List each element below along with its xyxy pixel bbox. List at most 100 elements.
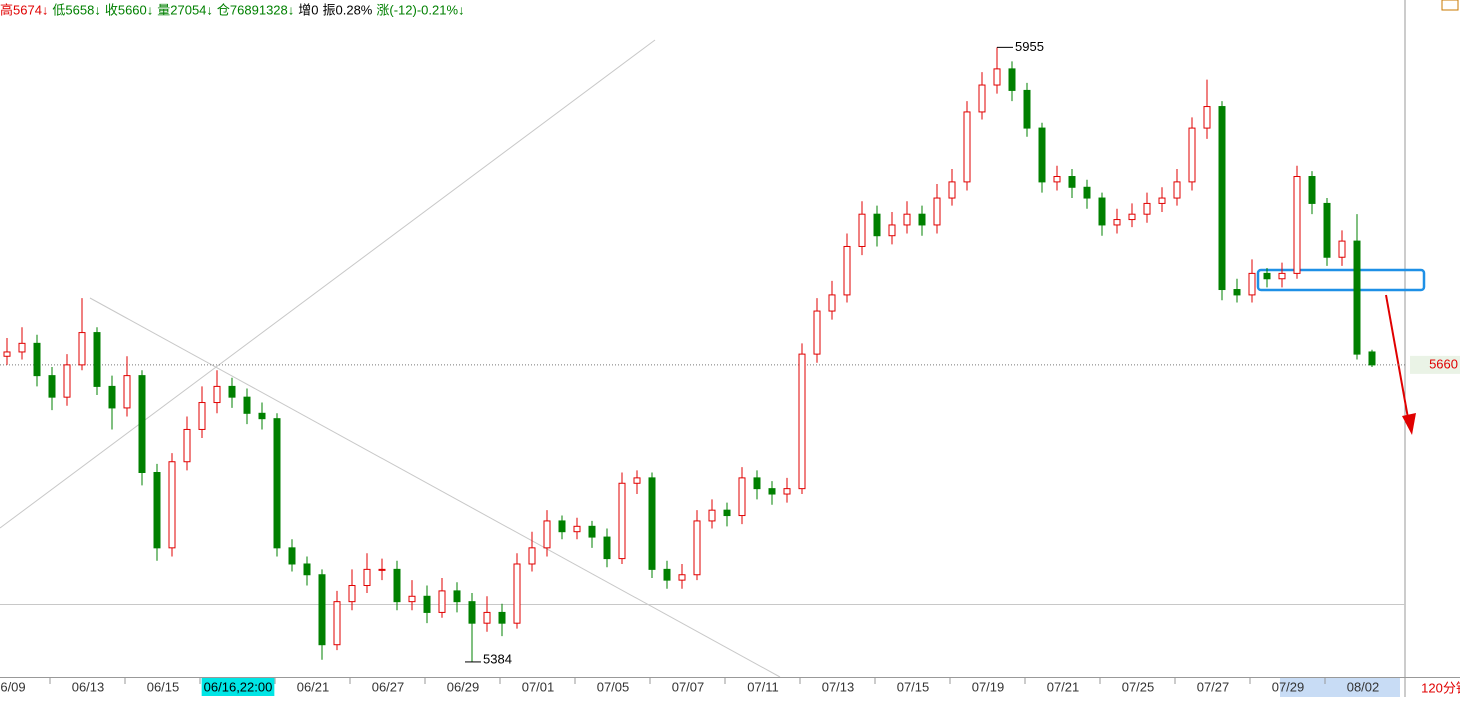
candle-body (873, 213, 881, 237)
candle-body (1143, 202, 1151, 215)
candle-body (618, 482, 626, 560)
x-tick-label: 07/11 (747, 679, 779, 694)
x-tick-label: 06/27 (372, 679, 405, 694)
candle-body (1158, 197, 1166, 204)
candle-body (543, 520, 551, 549)
candle-body (1278, 272, 1286, 280)
trend-line (89, 297, 781, 678)
candle-body (273, 418, 281, 549)
header-item: 增0 (298, 2, 318, 17)
candle-body (933, 197, 941, 226)
x-tick-label: 07/07 (672, 679, 705, 694)
candle-body (513, 563, 521, 624)
candle-body (648, 477, 656, 570)
x-tick-label: 06/13 (72, 679, 105, 694)
candle-body (888, 224, 896, 237)
candle-body (1053, 176, 1061, 183)
candle-body (288, 547, 296, 565)
candle-body (438, 590, 446, 613)
candle-body (498, 611, 506, 624)
x-tick-label: 07/29 (1272, 679, 1305, 694)
candle-body (558, 520, 566, 533)
candle-body (1068, 176, 1076, 188)
candle-body (1308, 176, 1316, 204)
cursor-box (201, 678, 275, 696)
header-item: 振0.28% (323, 2, 373, 17)
candle-body (1038, 127, 1046, 183)
candle-body (963, 111, 971, 183)
candle-body (813, 310, 821, 355)
candle-body (333, 601, 341, 646)
corner-icon[interactable] (1441, 0, 1459, 11)
x-tick-label: 07/05 (597, 679, 630, 694)
cursor-label: 06/16,22:00 (204, 679, 273, 694)
candle-body (708, 509, 716, 522)
candle-body (78, 332, 86, 366)
candle-body (18, 342, 26, 353)
candle-body (138, 375, 146, 474)
candle-body (303, 563, 311, 576)
header-item: 涨(-12)-0.21%↓ (376, 2, 464, 17)
last-price-box (1410, 355, 1460, 374)
candle-body (903, 213, 911, 226)
candle-body (918, 213, 926, 226)
candle-body (1233, 289, 1241, 296)
header-item: 收5660↓ (105, 2, 153, 17)
candle-body (528, 547, 536, 565)
candle-body (153, 472, 161, 549)
candle-body (93, 332, 101, 387)
period-label: 120分钟 (1421, 680, 1460, 695)
x-tick-label: 07/19 (972, 679, 1005, 694)
header: 高5674↓ 低5658↓ 收5660↓ 量27054↓ 仓76891328↓ 增0 振0.… (0, 2, 465, 17)
min-label: 5384 (483, 651, 512, 666)
candle-body (213, 385, 221, 404)
candle-body (753, 477, 761, 490)
candle-body (1008, 68, 1016, 91)
arrow-shaft (1385, 294, 1409, 419)
candle-body (723, 509, 731, 517)
x-tick-label: 08/02 (1347, 679, 1380, 694)
highlight-box (1256, 268, 1426, 292)
candle-body (1083, 186, 1091, 199)
candle-body (1248, 272, 1256, 296)
candle-body (663, 568, 671, 581)
header-item: 低5658↓ (52, 2, 100, 17)
candle-body (948, 181, 956, 199)
candle-body (993, 68, 1001, 86)
candle-body (828, 294, 836, 312)
header-item: 量27054↓ (157, 2, 213, 17)
candle-body (1173, 181, 1181, 199)
x-tick-label: 07/01 (522, 679, 555, 694)
candle-body (1128, 213, 1136, 221)
candle-body (168, 461, 176, 549)
candle-body (453, 590, 461, 603)
candle-body (1338, 240, 1346, 258)
candle-body (408, 595, 416, 603)
candle-body (738, 477, 746, 517)
candle-body (318, 574, 326, 646)
x-tick-label: 07/15 (897, 679, 930, 694)
last-price-label: 5660 (1429, 356, 1458, 371)
candle-body (768, 488, 776, 495)
x-tick-label: 06/29 (447, 679, 480, 694)
candle-body (783, 488, 791, 495)
max-label: 5955 (1015, 39, 1044, 54)
header-item: 高5674↓ (0, 2, 48, 17)
candle-body (1098, 197, 1106, 226)
candle-body (858, 213, 866, 247)
x-tick-label: 07/13 (822, 679, 855, 694)
candle-body (363, 568, 371, 587)
candle-body (1188, 127, 1196, 183)
candle-body (243, 396, 251, 414)
candle-body (633, 477, 641, 484)
candle-body (1368, 351, 1376, 366)
candle-body (1293, 176, 1301, 274)
candle-body (123, 375, 131, 409)
selection-band (1280, 678, 1400, 697)
candle-body (588, 525, 596, 538)
x-tick-label: 07/25 (1122, 679, 1155, 694)
candle-body (48, 375, 56, 398)
candle-body (63, 364, 71, 398)
candle-body (573, 525, 581, 533)
